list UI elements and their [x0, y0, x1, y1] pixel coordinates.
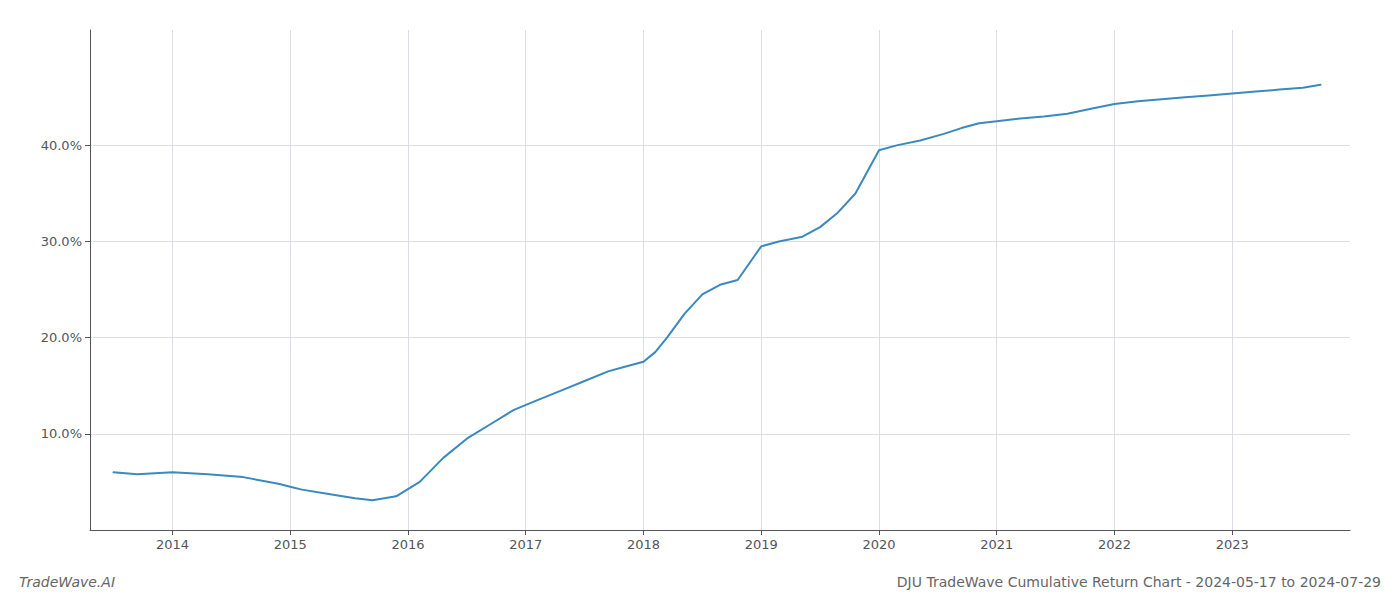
svg-text:DJU TradeWave Cumulative Retur: DJU TradeWave Cumulative Return Chart - … [897, 574, 1381, 590]
svg-text:2016: 2016 [391, 537, 424, 552]
svg-text:2020: 2020 [862, 537, 895, 552]
svg-text:2019: 2019 [745, 537, 778, 552]
svg-text:TradeWave.AI: TradeWave.AI [19, 574, 115, 590]
svg-text:20.0%: 20.0% [41, 330, 82, 345]
svg-text:2017: 2017 [509, 537, 542, 552]
svg-text:2014: 2014 [156, 537, 189, 552]
svg-text:10.0%: 10.0% [41, 426, 82, 441]
svg-text:2023: 2023 [1216, 537, 1249, 552]
svg-text:2018: 2018 [627, 537, 660, 552]
svg-text:2015: 2015 [274, 537, 307, 552]
svg-text:2021: 2021 [980, 537, 1013, 552]
svg-text:30.0%: 30.0% [41, 234, 82, 249]
svg-text:40.0%: 40.0% [41, 138, 82, 153]
svg-text:2022: 2022 [1098, 537, 1131, 552]
